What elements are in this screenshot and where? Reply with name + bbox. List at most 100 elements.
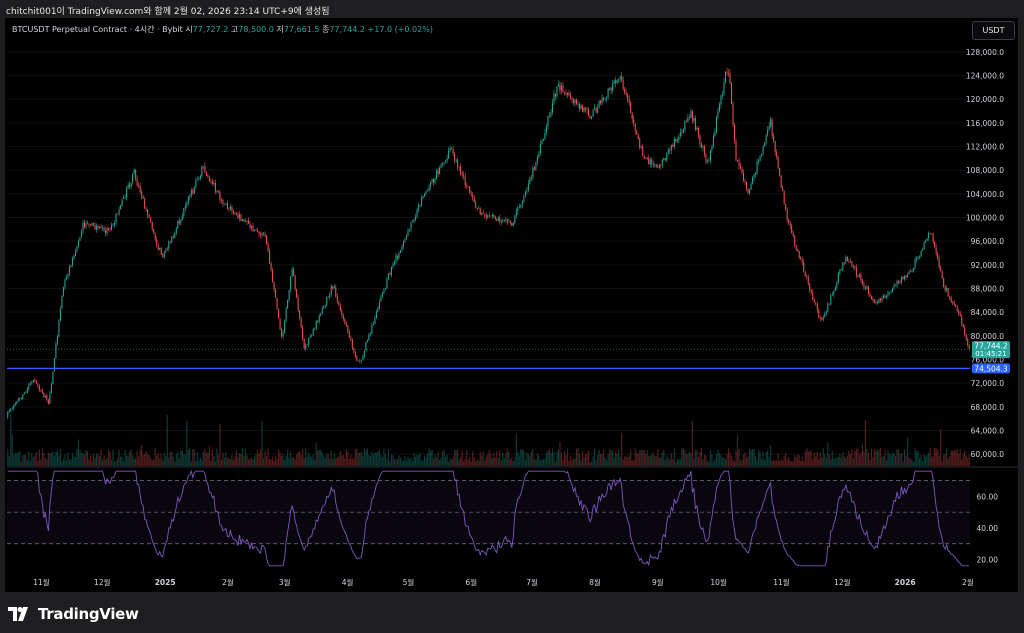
candle-body bbox=[798, 251, 800, 258]
volume-bar bbox=[678, 459, 680, 466]
volume-bar bbox=[214, 461, 217, 466]
volume-bar bbox=[109, 451, 111, 466]
candle-body bbox=[258, 232, 260, 235]
candle-body bbox=[532, 167, 534, 178]
volume-bar bbox=[762, 451, 764, 466]
volume-bar bbox=[783, 456, 785, 466]
candle-body bbox=[613, 80, 615, 84]
candle-body bbox=[616, 79, 618, 84]
candle-body bbox=[753, 174, 755, 178]
candle-body bbox=[840, 269, 842, 270]
candle-body bbox=[944, 287, 946, 291]
candle-body bbox=[566, 92, 569, 95]
candle-body bbox=[547, 115, 549, 127]
candle-body bbox=[416, 209, 418, 217]
candle-body bbox=[661, 159, 663, 166]
candle-body bbox=[952, 301, 954, 303]
volume-bar bbox=[696, 450, 698, 466]
candle-body bbox=[183, 208, 185, 216]
volume-bar bbox=[786, 459, 788, 466]
candle-body bbox=[123, 197, 125, 200]
candle-body bbox=[44, 395, 46, 398]
current-price-label: 77,744.2 bbox=[974, 342, 1008, 351]
candle-body bbox=[624, 88, 626, 93]
candle-body bbox=[556, 86, 558, 97]
volume-bar bbox=[274, 455, 277, 466]
candle-body bbox=[724, 71, 727, 83]
volume-bar bbox=[46, 459, 48, 466]
candle-body bbox=[320, 313, 322, 316]
volume-bar bbox=[219, 423, 221, 466]
candle-body bbox=[156, 239, 158, 246]
volume-bar bbox=[294, 459, 296, 466]
volume-bar bbox=[956, 448, 958, 466]
candle-body bbox=[965, 334, 967, 340]
volume-bar bbox=[651, 455, 653, 466]
candle-body bbox=[312, 328, 314, 336]
tradingview-footer[interactable]: TradingView bbox=[8, 604, 139, 624]
candle-body bbox=[281, 328, 283, 337]
volume-bar bbox=[488, 449, 490, 466]
volume-bar bbox=[118, 449, 120, 466]
volume-bar bbox=[455, 450, 457, 466]
candle-body bbox=[464, 176, 466, 186]
current-price-badge bbox=[972, 341, 1010, 359]
volume-bar bbox=[964, 450, 966, 466]
volume-bar bbox=[851, 449, 853, 466]
candle-body bbox=[968, 344, 970, 350]
volume-bar bbox=[32, 457, 34, 466]
volume-bar bbox=[929, 448, 931, 466]
legend-low-label: 저 bbox=[276, 25, 284, 34]
candle-body bbox=[154, 233, 156, 240]
volume-bar bbox=[827, 442, 829, 466]
candle-body bbox=[660, 165, 662, 166]
candle-body bbox=[470, 193, 472, 195]
candle-body bbox=[410, 222, 412, 230]
candle-body bbox=[583, 107, 585, 112]
volume-bar bbox=[104, 459, 107, 466]
volume-bar bbox=[330, 450, 332, 466]
volume-bar bbox=[575, 448, 578, 466]
candle-body bbox=[822, 317, 824, 320]
volume-bar bbox=[509, 459, 511, 466]
candle-body bbox=[130, 182, 132, 187]
volume-bar bbox=[276, 458, 278, 466]
y-tick-label: 80,000.0 bbox=[971, 332, 1005, 341]
candle-body bbox=[71, 258, 73, 266]
volume-bar bbox=[357, 452, 359, 466]
volume-bar bbox=[503, 458, 505, 466]
x-tick-label: 5월 bbox=[403, 577, 415, 587]
candle-body bbox=[14, 403, 16, 405]
currency-button[interactable]: USDT bbox=[972, 21, 1015, 40]
volume-bar bbox=[395, 459, 397, 466]
legend-title[interactable]: BTCUSDT Perpetual Contract · 4시간 · Bybit bbox=[12, 25, 183, 34]
volume-bar bbox=[894, 456, 897, 466]
volume-bar bbox=[490, 453, 492, 466]
candle-body bbox=[196, 179, 198, 181]
volume-bar bbox=[675, 461, 677, 466]
chart-panel[interactable] bbox=[5, 18, 1018, 592]
volume-bar bbox=[962, 454, 964, 466]
volume-bar bbox=[881, 456, 883, 466]
candle-body bbox=[326, 296, 328, 306]
candle-body bbox=[250, 225, 253, 228]
candle-body bbox=[705, 154, 707, 162]
volume-bar bbox=[35, 451, 37, 466]
candle-body bbox=[473, 197, 475, 202]
volume-bar bbox=[350, 454, 352, 466]
candle-body bbox=[446, 158, 448, 161]
volume-bar bbox=[259, 448, 262, 466]
volume-bar bbox=[821, 457, 823, 466]
candle-body bbox=[448, 150, 450, 159]
candle-body bbox=[869, 293, 871, 297]
volume-bar bbox=[521, 449, 523, 466]
volume-bar bbox=[110, 459, 113, 466]
candle-body bbox=[46, 395, 48, 400]
candle-body bbox=[235, 213, 237, 215]
volume-bar bbox=[156, 455, 158, 466]
volume-bar bbox=[580, 460, 582, 466]
volume-bar bbox=[356, 448, 358, 466]
volume-bar bbox=[392, 455, 394, 466]
candle-body bbox=[810, 290, 812, 293]
